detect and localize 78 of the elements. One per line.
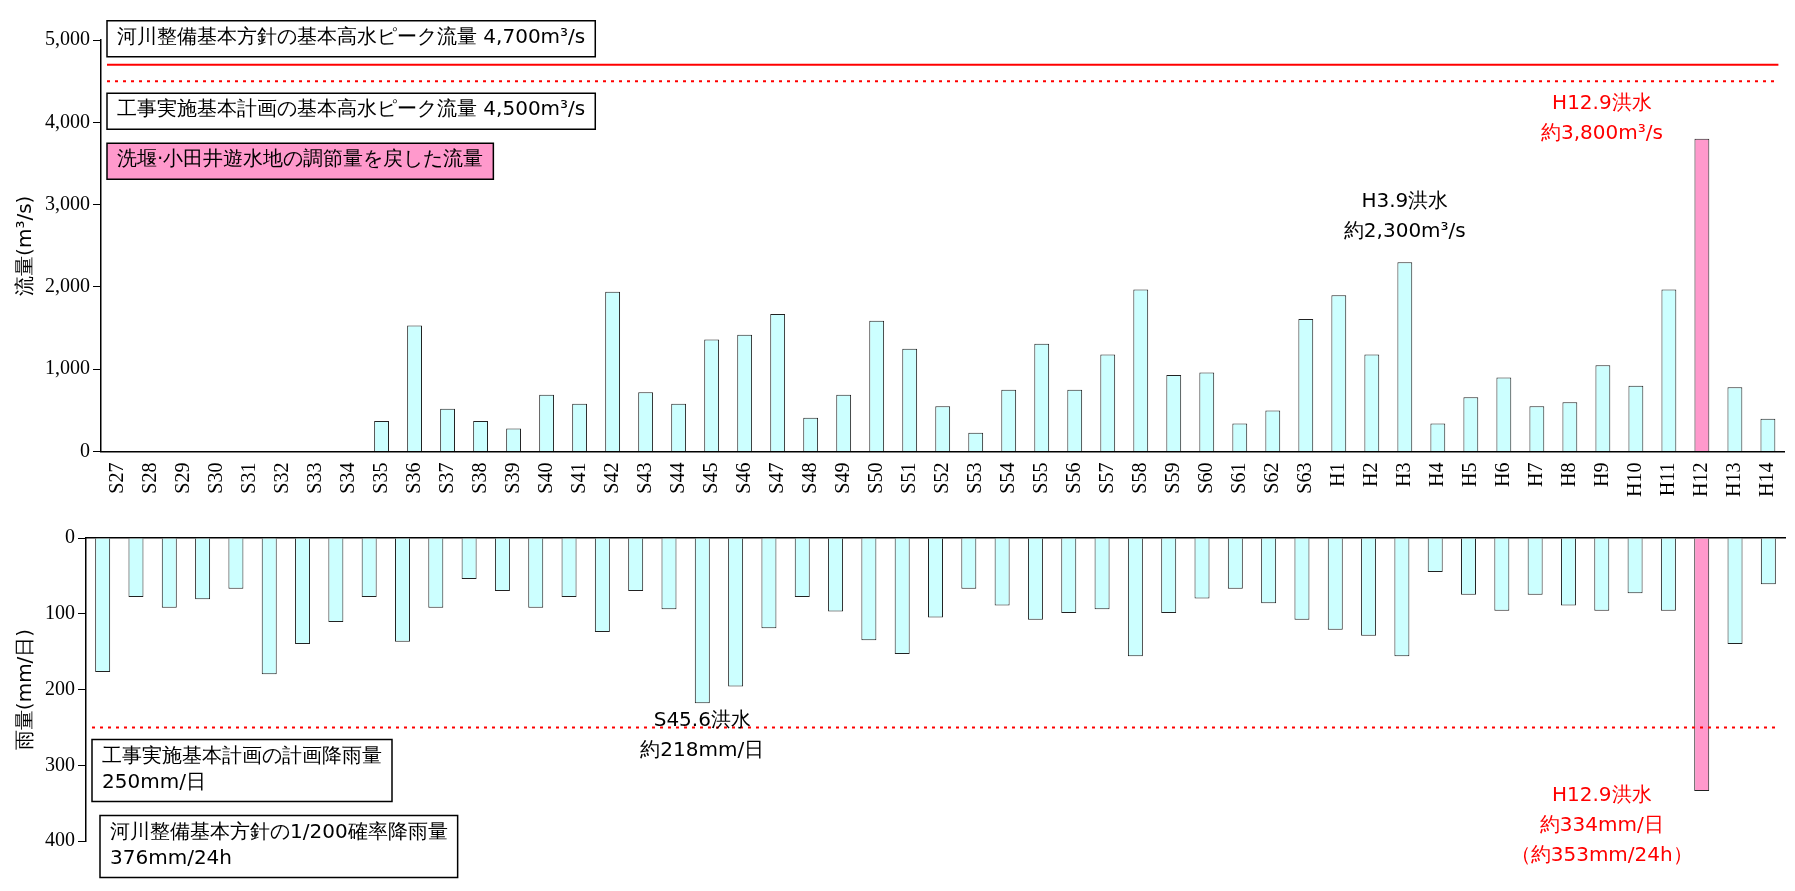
annotation: 約218mm/日 bbox=[640, 737, 765, 762]
annotation: H12.9洪水 bbox=[1551, 782, 1652, 807]
annotation: 洗堰·小田井遊水地の調節量を戻した流量 bbox=[117, 146, 484, 171]
y-tick-label: 0 bbox=[80, 438, 90, 461]
ref-line-label: 工事実施基本計画の基本高水ピーク流量 4,500m³/s bbox=[117, 96, 586, 121]
x-tick-label: S46 bbox=[731, 462, 754, 494]
y-tick-label: 3,000 bbox=[45, 191, 90, 214]
x-tick-label: S58 bbox=[1128, 462, 1150, 494]
x-tick-label: S55 bbox=[1028, 462, 1051, 494]
x-tick-label: H13 bbox=[1722, 462, 1745, 498]
annotation: H12.9洪水 bbox=[1552, 89, 1652, 114]
x-tick-label: S57 bbox=[1094, 462, 1117, 494]
x-tick-label: S33 bbox=[302, 462, 325, 494]
x-tick-label: H1 bbox=[1326, 462, 1349, 488]
x-tick-label: S50 bbox=[863, 462, 886, 494]
x-tick-label: S29 bbox=[170, 462, 193, 494]
ref-line-label: 工事実施基本計画の計画降雨量 250mm/日 bbox=[102, 742, 382, 793]
annotation: 河川整備基本方針の1/200確率降雨量 376mm/24h bbox=[110, 818, 448, 869]
x-tick-label: H12 bbox=[1689, 462, 1712, 498]
annotation: H3.9洪水 bbox=[1361, 188, 1449, 213]
x-tick-label: H11 bbox=[1656, 462, 1679, 497]
x-tick-label: S49 bbox=[830, 462, 853, 494]
y-tick-label: 0 bbox=[65, 525, 75, 548]
x-tick-label: S30 bbox=[203, 462, 226, 494]
annotation: 約3,800m³/s bbox=[1540, 119, 1663, 144]
x-tick-label: S40 bbox=[533, 462, 556, 494]
x-tick-label: S53 bbox=[962, 462, 985, 494]
y-tick-label: 200 bbox=[45, 676, 75, 699]
x-tick-label: S28 bbox=[137, 462, 160, 494]
x-tick-label: S32 bbox=[269, 462, 292, 494]
x-tick-label: H8 bbox=[1557, 462, 1580, 488]
x-tick-label: H10 bbox=[1623, 462, 1646, 498]
x-tick-label: S61 bbox=[1227, 462, 1250, 494]
x-tick-label: S37 bbox=[434, 462, 457, 494]
x-tick-label: H9 bbox=[1590, 462, 1613, 488]
annotation: S45.6洪水 bbox=[653, 707, 751, 732]
x-tick-label: S52 bbox=[929, 462, 952, 494]
y-tick-label: 1,000 bbox=[45, 356, 90, 379]
x-tick-label: H14 bbox=[1755, 462, 1778, 498]
x-tick-label: S42 bbox=[599, 462, 622, 494]
x-tick-label: H4 bbox=[1425, 462, 1448, 488]
annotation: （約353mm/24h） bbox=[1510, 842, 1693, 867]
x-tick-label: S47 bbox=[764, 462, 787, 494]
x-tick-label: S41 bbox=[566, 462, 589, 494]
x-tick-label: S43 bbox=[632, 462, 655, 494]
x-tick-label: S56 bbox=[1061, 462, 1084, 494]
y-tick-label: 300 bbox=[45, 752, 75, 775]
x-tick-label: S48 bbox=[797, 462, 820, 494]
annotation: 約334mm/日 bbox=[1539, 812, 1664, 837]
x-tick-label: S45 bbox=[698, 462, 721, 494]
x-tick-label: S51 bbox=[896, 462, 919, 494]
x-tick-label: S62 bbox=[1260, 462, 1283, 494]
y-tick-label: 5,000 bbox=[45, 27, 90, 50]
ref-line-label: 河川整備基本方針の基本高水ピーク流量 4,700m³/s bbox=[117, 23, 586, 48]
y-axis-title: 雨量(mm/日) bbox=[12, 628, 37, 751]
x-tick-label: S44 bbox=[665, 462, 688, 494]
y-tick-label: 4,000 bbox=[45, 109, 90, 132]
x-tick-label: S59 bbox=[1161, 462, 1184, 494]
x-tick-label: S31 bbox=[236, 462, 259, 494]
x-tick-label: S35 bbox=[368, 462, 391, 494]
x-tick-label: H3 bbox=[1392, 462, 1415, 488]
x-tick-label: S60 bbox=[1194, 462, 1217, 494]
y-tick-label: 100 bbox=[45, 601, 75, 623]
x-tick-label: S36 bbox=[401, 462, 424, 494]
y-axis-title: 流量(m³/s) bbox=[12, 195, 37, 296]
x-tick-label: S38 bbox=[467, 462, 490, 494]
y-tick-label: 2,000 bbox=[45, 274, 90, 297]
x-tick-label: H2 bbox=[1359, 462, 1382, 488]
x-tick-label: H7 bbox=[1524, 462, 1547, 488]
x-tick-label: S54 bbox=[995, 462, 1018, 494]
y-tick-label: 400 bbox=[45, 828, 75, 851]
x-tick-label: H6 bbox=[1491, 462, 1514, 488]
x-tick-label: S27 bbox=[104, 462, 127, 494]
x-tick-label: H5 bbox=[1458, 462, 1481, 488]
x-tick-label: S63 bbox=[1293, 462, 1316, 494]
x-tick-label: S39 bbox=[500, 462, 523, 494]
x-tick-label: S34 bbox=[335, 462, 358, 494]
annotation: 約2,300m³/s bbox=[1343, 218, 1466, 243]
